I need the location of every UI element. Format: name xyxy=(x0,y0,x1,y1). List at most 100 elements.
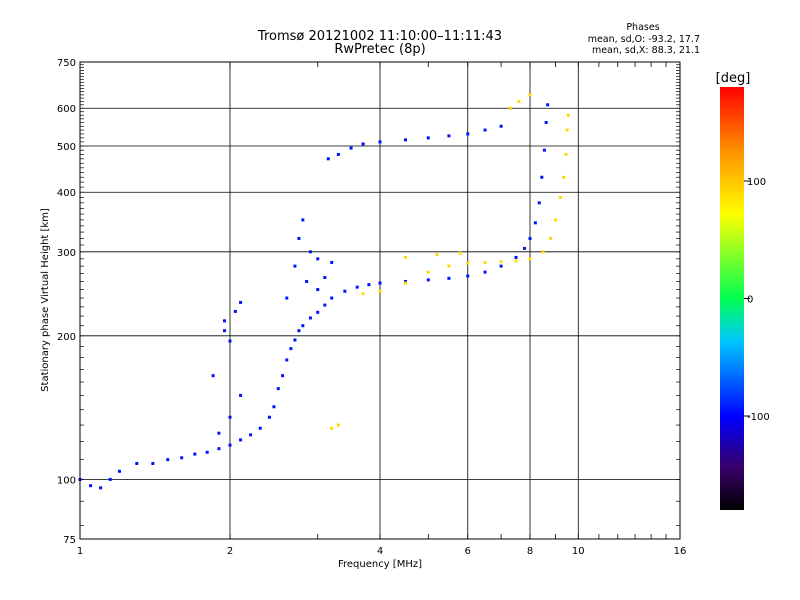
chart-title: Tromsø 20121002 11:10:00–11:11:43 xyxy=(257,29,502,44)
data-point-o xyxy=(193,452,197,456)
legend-title: Phases xyxy=(626,22,659,33)
data-point-x xyxy=(483,260,487,264)
data-point-o xyxy=(343,289,347,293)
data-point-x xyxy=(435,253,439,257)
data-point-x xyxy=(508,106,512,110)
data-point-o xyxy=(151,461,155,465)
data-point-o xyxy=(426,278,430,282)
data-point-o xyxy=(403,138,407,142)
data-point-o xyxy=(228,443,232,447)
data-point-o xyxy=(361,142,365,146)
data-point-o xyxy=(528,236,532,240)
data-point-x xyxy=(562,175,566,179)
data-point-o xyxy=(205,450,209,454)
data-point-x xyxy=(566,113,570,117)
data-point-o xyxy=(223,319,227,323)
plot-frame xyxy=(79,61,681,540)
data-point-o xyxy=(117,469,121,473)
data-point-o xyxy=(285,296,289,300)
data-point-o xyxy=(305,279,309,283)
data-point-o xyxy=(297,236,301,240)
colorbar-tick-label: -100 xyxy=(747,412,770,423)
data-point-x xyxy=(426,270,430,274)
data-point-x xyxy=(564,152,568,156)
data-point-x xyxy=(499,260,503,264)
data-point-x xyxy=(541,250,545,254)
data-point-o xyxy=(293,338,297,342)
data-point-o xyxy=(228,415,232,419)
data-point-o xyxy=(267,415,271,419)
data-point-o xyxy=(89,484,93,488)
data-point-o xyxy=(378,140,382,144)
data-point-o xyxy=(108,477,112,481)
data-point-o xyxy=(239,393,243,397)
data-point-o xyxy=(546,103,550,107)
data-point-o xyxy=(426,136,430,140)
data-point-o xyxy=(289,347,293,351)
data-point-o xyxy=(466,132,470,136)
data-point-o xyxy=(447,134,451,138)
data-point-o xyxy=(135,461,139,465)
colorbar-label: [deg] xyxy=(716,71,751,86)
data-point-o xyxy=(523,246,527,250)
data-point-o xyxy=(301,218,305,222)
data-point-o xyxy=(367,283,371,287)
data-point-o xyxy=(308,250,312,254)
data-point-o xyxy=(258,426,262,430)
data-point-x xyxy=(361,292,365,296)
x-tick-label: 2 xyxy=(227,546,233,557)
data-point-o xyxy=(330,260,334,264)
data-point-x xyxy=(447,264,451,268)
data-point-o xyxy=(349,146,353,150)
data-point-o xyxy=(233,309,237,313)
data-point-x xyxy=(528,257,532,261)
y-tick-label: 500 xyxy=(57,142,76,153)
data-point-o xyxy=(276,387,280,391)
y-tick-label: 400 xyxy=(57,188,76,199)
data-point-o xyxy=(483,270,487,274)
data-point-o xyxy=(466,274,470,278)
data-point-o xyxy=(323,303,327,307)
data-point-o xyxy=(239,438,243,442)
data-point-o xyxy=(316,288,320,292)
data-point-o xyxy=(499,124,503,128)
data-point-x xyxy=(330,426,334,430)
data-point-o xyxy=(316,310,320,314)
data-point-o xyxy=(336,152,340,156)
data-point-o xyxy=(540,175,544,179)
data-point-o xyxy=(217,431,221,435)
data-points xyxy=(78,93,570,490)
data-point-x xyxy=(553,218,557,222)
data-point-x xyxy=(378,289,382,293)
data-point-x xyxy=(517,99,521,103)
data-point-o xyxy=(537,201,541,205)
data-point-o xyxy=(249,433,253,437)
data-point-o xyxy=(355,285,359,289)
y-axis-label: Stationary phase Virtual Height [km] xyxy=(40,208,51,392)
colorbar-tick-label: 0 xyxy=(747,295,753,306)
data-point-x xyxy=(458,251,462,255)
data-point-o xyxy=(447,276,451,280)
data-point-o xyxy=(281,374,285,378)
data-point-o xyxy=(166,458,170,462)
data-point-o xyxy=(180,456,184,460)
x-tick-label: 1 xyxy=(77,546,83,557)
data-point-o xyxy=(483,128,487,132)
data-point-x xyxy=(466,261,470,265)
data-point-o xyxy=(330,296,334,300)
data-point-o xyxy=(378,281,382,285)
data-point-x xyxy=(549,236,553,240)
data-point-o xyxy=(223,329,227,333)
x-axis-label: Frequency [MHz] xyxy=(338,559,422,570)
y-tick-label: 75 xyxy=(63,535,76,546)
data-point-o xyxy=(316,257,320,261)
data-point-o xyxy=(533,221,537,225)
data-point-x xyxy=(514,259,518,263)
data-point-o xyxy=(99,486,103,490)
data-point-o xyxy=(326,157,330,161)
colorbar-ticks: 100 0 -100 xyxy=(744,177,770,423)
grid xyxy=(80,62,680,539)
colorbar-tick-label: 100 xyxy=(747,177,766,188)
data-point-x xyxy=(336,423,340,427)
